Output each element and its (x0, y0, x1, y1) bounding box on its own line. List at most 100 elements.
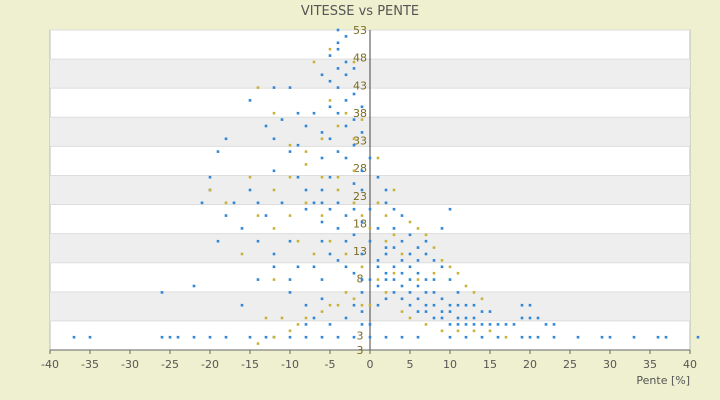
data-point (200, 201, 204, 205)
data-point (400, 259, 404, 262)
data-point (392, 188, 396, 192)
data-point (416, 278, 420, 281)
data-point (472, 291, 476, 294)
data-point (320, 335, 324, 339)
data-point (496, 335, 500, 339)
data-point (256, 239, 260, 243)
data-point (328, 99, 332, 102)
data-point (400, 335, 404, 339)
data-point (528, 303, 532, 307)
data-point (320, 156, 324, 160)
data-point (392, 246, 396, 249)
data-point (456, 291, 460, 294)
data-point (440, 310, 444, 313)
data-point (328, 239, 332, 243)
data-point (288, 278, 292, 281)
data-point (376, 201, 380, 205)
data-point (280, 118, 284, 121)
data-point (336, 28, 340, 32)
data-point (480, 323, 484, 326)
x-tick-label: 0 (367, 358, 374, 371)
data-point (296, 175, 300, 179)
data-point (304, 124, 308, 128)
data-point (360, 220, 364, 224)
data-point (480, 335, 484, 339)
data-point (576, 335, 580, 339)
data-point (344, 35, 348, 38)
data-point (264, 124, 268, 128)
data-point (480, 297, 484, 301)
data-point (248, 99, 252, 102)
y-tick-label: 3 (357, 329, 364, 342)
data-point (208, 175, 212, 179)
data-point (336, 47, 340, 51)
data-point (272, 111, 276, 115)
data-point (552, 323, 556, 326)
x-tick-label: 10 (443, 358, 457, 371)
data-point (376, 278, 380, 281)
data-point (304, 323, 308, 326)
data-point (336, 41, 340, 45)
x-tick-label: 30 (603, 358, 617, 371)
data-point (272, 265, 276, 269)
data-point (384, 297, 388, 301)
data-point (360, 105, 364, 109)
data-point (416, 227, 420, 230)
data-point (400, 252, 404, 256)
data-point (376, 227, 380, 230)
data-point (256, 214, 260, 217)
data-point (432, 303, 436, 307)
data-point (368, 335, 372, 339)
data-point (456, 316, 460, 320)
data-point (304, 201, 308, 205)
data-point (408, 252, 412, 256)
data-point (360, 118, 364, 121)
data-point (88, 335, 92, 339)
y-tick-label: 38 (353, 107, 367, 120)
x-tick-label: -20 (201, 358, 219, 371)
data-point (280, 316, 284, 320)
data-point (336, 201, 340, 205)
data-point (384, 271, 388, 275)
data-point (360, 310, 364, 313)
data-point (296, 265, 300, 269)
data-point (384, 214, 388, 217)
data-point (352, 303, 356, 307)
data-point (424, 278, 428, 281)
data-point (440, 265, 444, 269)
data-point (448, 278, 452, 281)
data-point (344, 239, 348, 243)
data-point (384, 239, 388, 243)
data-point (336, 67, 340, 70)
data-point (392, 291, 396, 294)
data-point (352, 207, 356, 211)
data-point (456, 329, 460, 333)
data-point (448, 335, 452, 339)
data-point (632, 335, 636, 339)
data-point (360, 169, 364, 173)
data-point (488, 310, 492, 313)
y-tick-label: 33 (353, 135, 367, 148)
data-point (408, 291, 412, 294)
data-point (376, 156, 380, 160)
data-point (352, 271, 356, 275)
data-point (360, 131, 364, 134)
data-point (384, 246, 388, 249)
data-point (272, 169, 276, 173)
x-tick-label: 5 (407, 358, 414, 371)
data-point (272, 335, 276, 339)
data-point (664, 335, 668, 339)
x-tick-label: -30 (121, 358, 139, 371)
data-point (312, 111, 316, 115)
data-point (336, 303, 340, 307)
data-point (656, 335, 660, 339)
data-point (528, 335, 532, 339)
data-point (304, 207, 308, 211)
data-point (400, 214, 404, 217)
data-point (328, 175, 332, 179)
data-point (256, 278, 260, 281)
data-point (328, 79, 332, 83)
data-point (400, 239, 404, 243)
data-point (408, 316, 412, 320)
